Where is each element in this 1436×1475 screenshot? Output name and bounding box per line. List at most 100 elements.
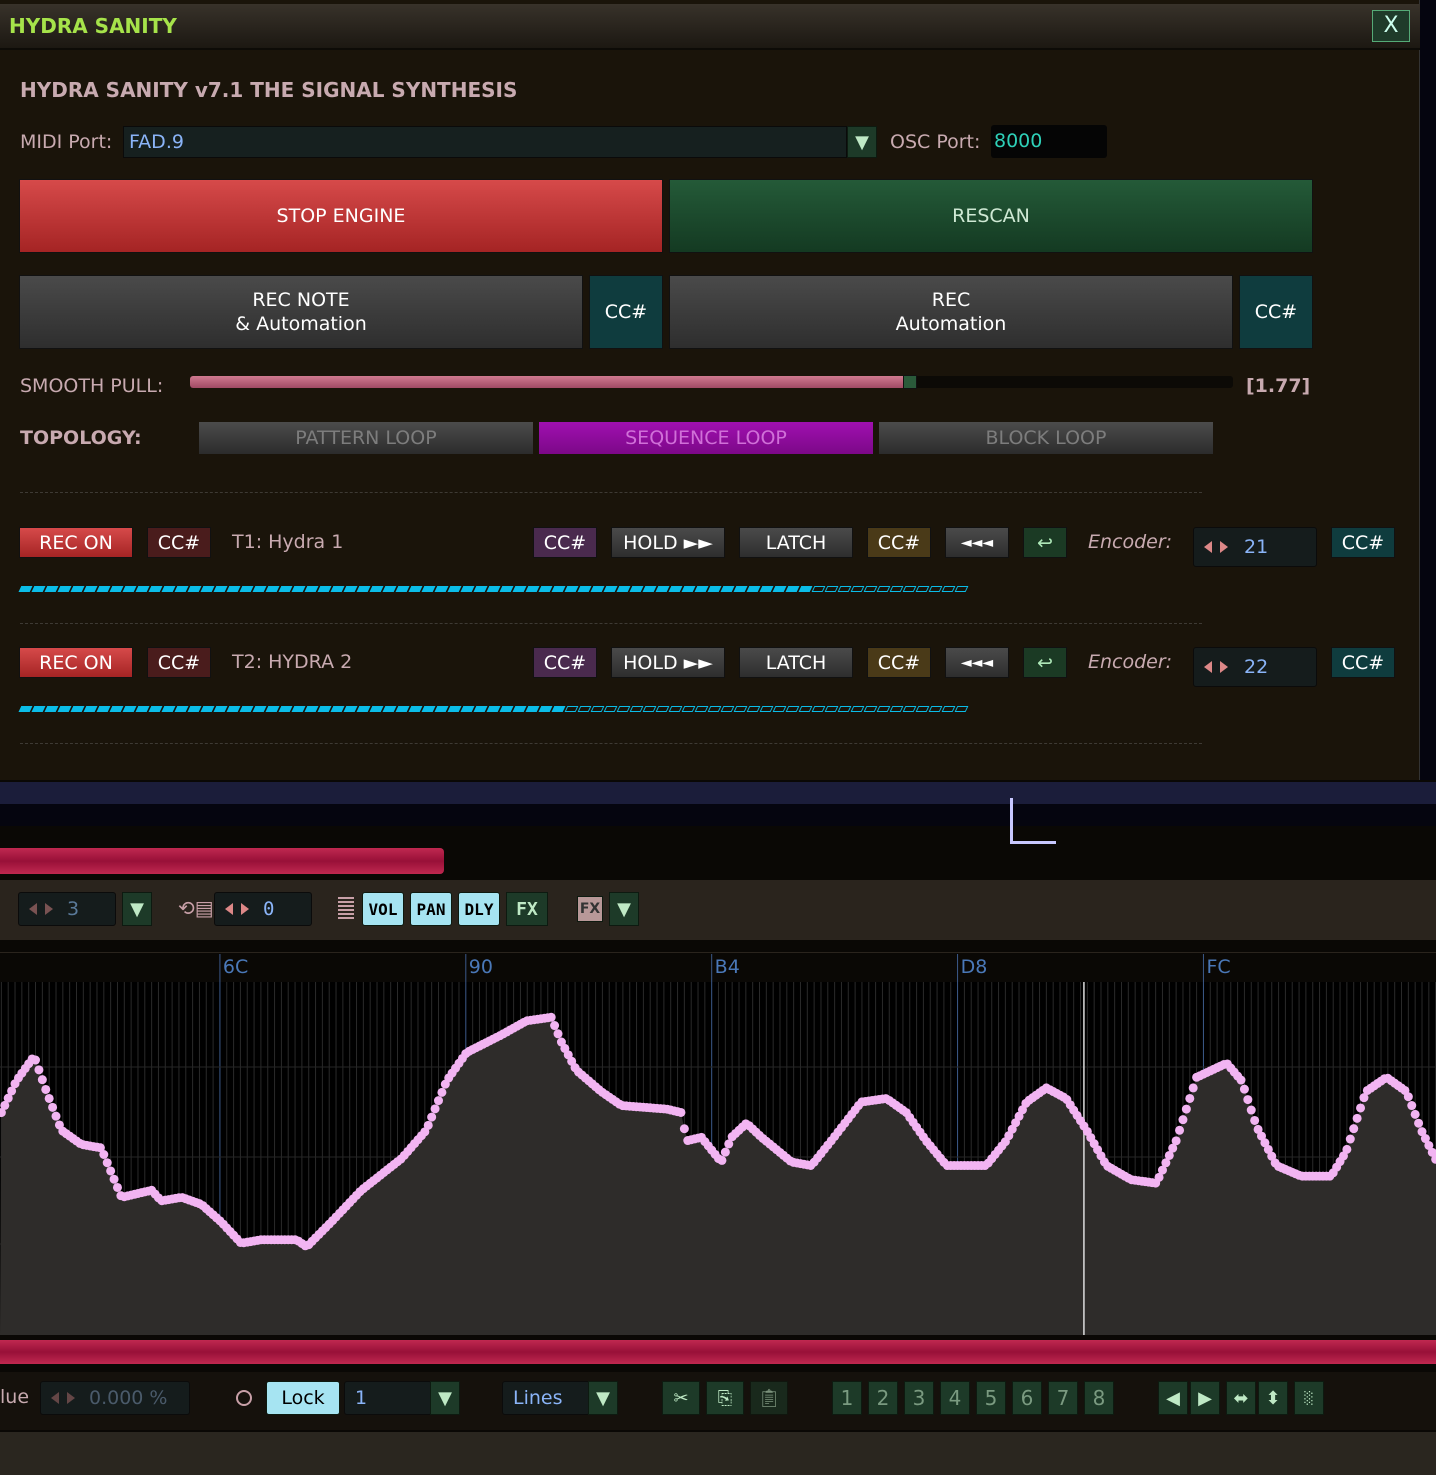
slot-2-button[interactable]: 2	[868, 1381, 898, 1415]
stretch-horizontal-icon[interactable]: ⬌	[1226, 1381, 1256, 1415]
automation-point	[1239, 1084, 1249, 1094]
dly-button[interactable]: DLY	[458, 892, 500, 926]
lines-stepper[interactable]: 3	[18, 892, 116, 926]
cut-icon[interactable]: ✂	[662, 1381, 700, 1415]
stretch-vertical-icon[interactable]: ⬍	[1258, 1381, 1288, 1415]
mode-dropdown-button[interactable]: ▼	[588, 1381, 618, 1415]
hold-cc-button[interactable]: CC#	[533, 647, 597, 678]
pattern-track-strip	[0, 804, 1436, 826]
meter-segment	[421, 586, 436, 592]
hold-button[interactable]: HOLD ►►	[611, 647, 725, 678]
meter-segment	[499, 706, 514, 712]
return-button[interactable]: ↩	[1023, 527, 1067, 558]
mode-select[interactable]: Lines	[502, 1381, 590, 1415]
meter-segment	[18, 706, 33, 712]
midi-port-dropdown-button[interactable]: ▼	[847, 126, 877, 158]
fx-dropdown-button[interactable]: ▼	[609, 892, 639, 926]
rec-note-automation-button[interactable]: REC NOTE & Automation	[19, 275, 583, 349]
lock-button[interactable]: Lock	[266, 1381, 340, 1415]
increment-icon[interactable]	[1220, 541, 1228, 553]
rewind-button[interactable]: ◄◄◄	[945, 647, 1009, 678]
encoder-label: Encoder:	[1088, 651, 1173, 673]
decrement-icon[interactable]	[1204, 661, 1212, 673]
slot-4-button[interactable]: 4	[940, 1381, 970, 1415]
smooth-pull-thumb[interactable]	[902, 375, 917, 389]
slot-6-button[interactable]: 6	[1012, 1381, 1042, 1415]
meter-segment	[83, 706, 98, 712]
pattern-position-bar[interactable]	[0, 848, 444, 874]
meter-segment	[655, 706, 670, 712]
increment-icon[interactable]	[45, 903, 53, 915]
rec-note-cc-button[interactable]: CC#	[589, 275, 663, 349]
automation-point	[1263, 1144, 1273, 1154]
divider	[20, 743, 1202, 744]
encoder-cc-button[interactable]: CC#	[1331, 527, 1395, 558]
decrement-icon[interactable]	[29, 903, 37, 915]
fx-select-button[interactable]: FX	[577, 896, 603, 922]
latch-cc-button[interactable]: CC#	[867, 527, 931, 558]
search-icon	[236, 1390, 252, 1406]
lock-value: 1	[355, 1387, 368, 1409]
paste-icon[interactable]: 📋︎	[750, 1381, 788, 1415]
meter-segment	[941, 706, 956, 712]
latch-cc-button[interactable]: CC#	[867, 647, 931, 678]
latch-button[interactable]: LATCH	[739, 647, 853, 678]
smooth-pull-slider[interactable]	[190, 375, 1233, 389]
slot-1-button[interactable]: 1	[832, 1381, 862, 1415]
close-button[interactable]: X	[1372, 10, 1410, 42]
meter-segment	[291, 586, 306, 592]
increment-icon[interactable]	[241, 903, 249, 915]
meter-segment	[148, 706, 163, 712]
automation-envelope[interactable]: 6C 90 B4 D8 FC	[0, 952, 1436, 1336]
meter-segment	[70, 706, 85, 712]
rewind-button[interactable]: ◄◄◄	[945, 527, 1009, 558]
rescan-button[interactable]: RESCAN	[669, 179, 1313, 253]
topology-block-loop[interactable]: BLOCK LOOP	[879, 422, 1213, 454]
fx-button[interactable]: FX	[506, 892, 548, 926]
return-button[interactable]: ↩	[1023, 647, 1067, 678]
meter-segment	[252, 586, 267, 592]
meter-segment	[655, 586, 670, 592]
meter-segment	[499, 586, 514, 592]
osc-port-input[interactable]: 8000	[991, 125, 1107, 158]
stop-engine-button[interactable]: STOP ENGINE	[19, 179, 663, 253]
rec-cc-button[interactable]: CC#	[147, 647, 211, 678]
rec-on-button[interactable]: REC ON	[19, 527, 133, 558]
randomize-icon[interactable]: ░	[1294, 1381, 1324, 1415]
vol-button[interactable]: VOL	[362, 892, 404, 926]
encoder-cc-button[interactable]: CC#	[1331, 647, 1395, 678]
decrement-icon[interactable]	[51, 1392, 59, 1404]
slot-8-button[interactable]: 8	[1084, 1381, 1114, 1415]
lines-dropdown-button[interactable]: ▼	[122, 892, 152, 926]
topology-pattern-loop[interactable]: PATTERN LOOP	[199, 422, 533, 454]
increment-icon[interactable]	[67, 1392, 75, 1404]
nudge-left-icon[interactable]: ◀	[1158, 1381, 1188, 1415]
decrement-icon[interactable]	[1204, 541, 1212, 553]
slot-3-button[interactable]: 3	[904, 1381, 934, 1415]
automation-position-bar[interactable]	[0, 1340, 1436, 1364]
pan-button[interactable]: PAN	[410, 892, 452, 926]
midi-port-select[interactable]: FAD.9	[123, 126, 847, 158]
lock-value-field[interactable]: 1	[344, 1381, 432, 1415]
encoder-stepper[interactable]: 22	[1193, 647, 1317, 687]
copy-icon[interactable]: ⎘	[706, 1381, 744, 1415]
rec-on-button[interactable]: REC ON	[19, 647, 133, 678]
rec-automation-cc-button[interactable]: CC#	[1239, 275, 1313, 349]
rec-cc-button[interactable]: CC#	[147, 527, 211, 558]
meter-segment	[434, 586, 449, 592]
rec-automation-button[interactable]: REC Automation	[669, 275, 1233, 349]
latch-button[interactable]: LATCH	[739, 527, 853, 558]
value-stepper[interactable]: 0.000 %	[40, 1381, 190, 1415]
slot-7-button[interactable]: 7	[1048, 1381, 1078, 1415]
nudge-right-icon[interactable]: ▶	[1190, 1381, 1220, 1415]
lock-dropdown-button[interactable]: ▼	[430, 1381, 460, 1415]
shift-stepper[interactable]: 0	[214, 892, 312, 926]
increment-icon[interactable]	[1220, 661, 1228, 673]
encoder-value: 21	[1244, 536, 1269, 558]
hold-button[interactable]: HOLD ►►	[611, 527, 725, 558]
hold-cc-button[interactable]: CC#	[533, 527, 597, 558]
encoder-stepper[interactable]: 21	[1193, 527, 1317, 567]
slot-5-button[interactable]: 5	[976, 1381, 1006, 1415]
decrement-icon[interactable]	[225, 903, 233, 915]
topology-sequence-loop[interactable]: SEQUENCE LOOP	[539, 422, 873, 454]
